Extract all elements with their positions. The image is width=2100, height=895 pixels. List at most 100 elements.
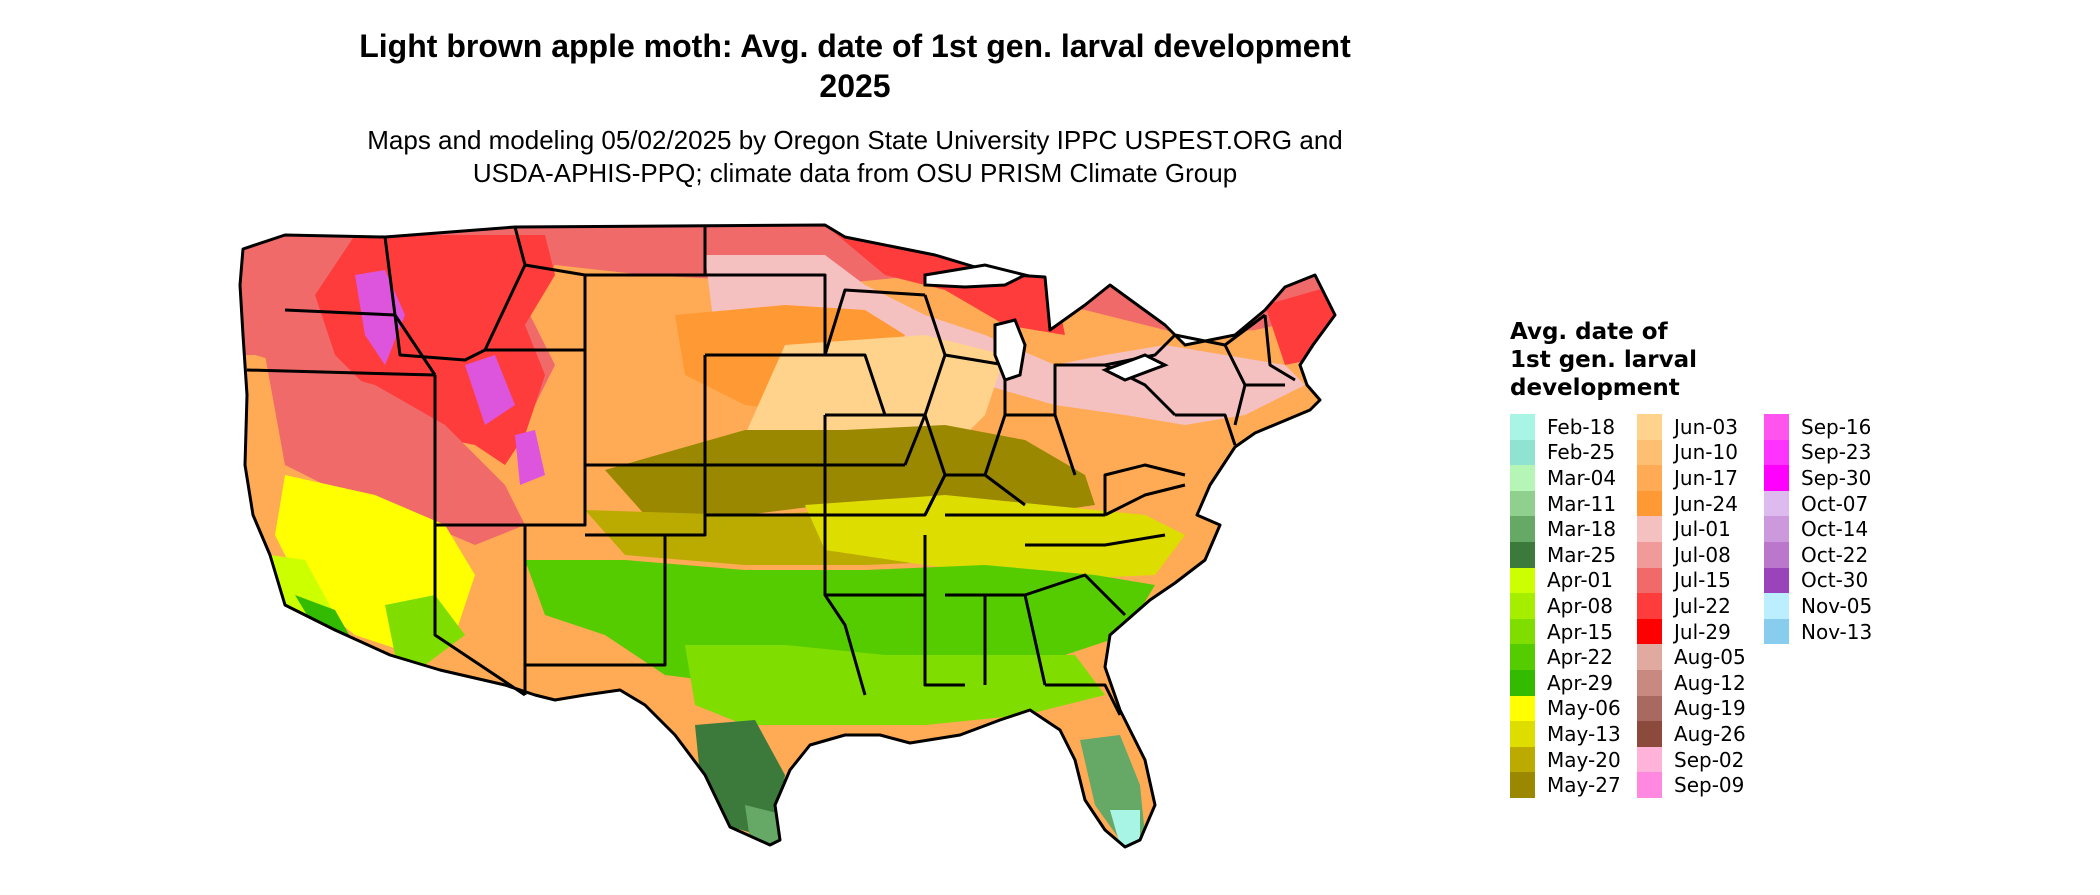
legend-entry: Jul-29 xyxy=(1637,618,1731,645)
legend-label: May-06 xyxy=(1547,696,1621,721)
legend-label: Aug-19 xyxy=(1674,696,1746,721)
great-lakes xyxy=(923,263,1169,382)
legend-label: Jun-17 xyxy=(1674,465,1738,490)
legend-swatch xyxy=(1764,465,1789,491)
legend-entry: Jun-24 xyxy=(1637,490,1738,517)
legend-items: Feb-18 Feb-25 Mar-04 Mar-11 Mar-18 Mar-25 Apr-… xyxy=(1510,414,1940,798)
legend-entry: Oct-07 xyxy=(1764,490,1869,517)
legend-entry: Aug-05 xyxy=(1637,644,1746,670)
legend-entry: Feb-18 xyxy=(1510,414,1615,440)
legend-swatch xyxy=(1510,542,1535,568)
legend-swatch xyxy=(1637,772,1662,798)
legend-swatch xyxy=(1637,721,1662,747)
legend-label: Nov-05 xyxy=(1801,593,1873,618)
legend-entry: Apr-22 xyxy=(1510,644,1613,670)
legend-label: Apr-22 xyxy=(1547,645,1613,670)
legend-label: Sep-16 xyxy=(1801,414,1872,439)
legend-label: May-27 xyxy=(1547,773,1621,798)
legend-title-line: development xyxy=(1510,375,1680,401)
map-title: Light brown apple moth: Avg. date of 1st… xyxy=(260,26,1450,106)
legend-title-line: Avg. date of xyxy=(1510,319,1668,345)
legend-label: Mar-25 xyxy=(1547,542,1617,567)
legend-label: Oct-07 xyxy=(1801,491,1869,516)
legend-entry: Nov-13 xyxy=(1764,618,1872,645)
legend-swatch xyxy=(1510,746,1535,773)
zone-gulf-green xyxy=(525,560,1155,685)
legend-swatch xyxy=(1637,746,1662,773)
legend-swatch xyxy=(1637,593,1662,619)
zone-northeast-pink xyxy=(705,255,1305,425)
legend-entry: Apr-08 xyxy=(1510,593,1613,619)
legend-swatch xyxy=(1637,542,1662,568)
legend-swatch xyxy=(1510,618,1535,645)
legend-entry: Jun-10 xyxy=(1637,439,1738,466)
legend-swatch xyxy=(1637,516,1662,542)
legend-entry: Sep-23 xyxy=(1764,439,1872,466)
legend-entry: Jun-17 xyxy=(1637,465,1738,491)
legend-swatch xyxy=(1510,567,1535,594)
legend-label: Mar-18 xyxy=(1547,517,1617,542)
legend-swatch xyxy=(1637,670,1662,696)
legend-entry: Mar-11 xyxy=(1510,490,1617,517)
legend-entry: May-27 xyxy=(1510,772,1621,798)
legend-entry: May-06 xyxy=(1510,695,1621,722)
legend-entry: Oct-22 xyxy=(1764,542,1868,568)
map-title-line1: Light brown apple moth: Avg. date of 1st… xyxy=(359,28,1351,64)
legend-swatch xyxy=(1510,414,1535,440)
legend-swatch xyxy=(1637,695,1662,722)
legend-swatch xyxy=(1637,618,1662,645)
legend-label: Mar-04 xyxy=(1547,465,1617,490)
legend-entry: Oct-14 xyxy=(1764,516,1868,542)
legend-swatch xyxy=(1637,490,1662,517)
legend-label: Aug-26 xyxy=(1674,721,1746,746)
legend-entry: Sep-30 xyxy=(1764,465,1871,491)
legend-entry: Oct-30 xyxy=(1764,567,1868,594)
legend-label: Aug-12 xyxy=(1674,670,1746,695)
legend-entry: Jun-03 xyxy=(1637,414,1738,440)
legend-label: Sep-23 xyxy=(1801,440,1872,465)
legend-swatch xyxy=(1764,490,1789,517)
legend-entry: Nov-05 xyxy=(1764,593,1872,619)
zone-southwest-red xyxy=(265,355,525,545)
legend-label: Oct-14 xyxy=(1801,517,1869,542)
legend-title-line: 1st gen. larval xyxy=(1510,347,1698,373)
legend-swatch xyxy=(1764,439,1789,466)
legend-entry: Feb-25 xyxy=(1510,439,1616,466)
map-subtitle-line2: USDA-APHIS-PPQ; climate data from OSU PR… xyxy=(472,158,1238,188)
legend-swatch xyxy=(1510,465,1535,491)
legend-swatch xyxy=(1764,516,1789,542)
legend-entry: Jul-22 xyxy=(1637,593,1731,619)
legend-entry: Mar-04 xyxy=(1510,465,1616,491)
legend-label: Sep-02 xyxy=(1674,747,1745,772)
legend-swatch xyxy=(1637,465,1662,491)
legend-entry: Mar-25 xyxy=(1510,542,1616,568)
legend-entry: Aug-12 xyxy=(1637,670,1746,696)
legend-swatch xyxy=(1637,439,1662,466)
legend-swatch xyxy=(1764,414,1789,440)
legend-swatch xyxy=(1510,516,1535,542)
lake-erie xyxy=(1101,353,1169,382)
legend: Avg. date of 1st gen. larval development… xyxy=(1510,318,1940,798)
map-title-line2: 2025 xyxy=(819,68,891,104)
zone-florida-tip xyxy=(1110,810,1140,845)
legend-label: May-13 xyxy=(1547,721,1621,746)
legend-swatch xyxy=(1510,644,1535,670)
legend-swatch xyxy=(1764,593,1789,619)
legend-label: Jul-01 xyxy=(1674,517,1731,542)
legend-label: Mar-11 xyxy=(1547,491,1617,516)
zone-rockies-magenta xyxy=(355,270,545,485)
legend-label: Feb-18 xyxy=(1547,414,1616,439)
zone-arizona-green xyxy=(385,595,465,665)
legend-entry: Jul-01 xyxy=(1637,516,1731,542)
legend-entry: Apr-15 xyxy=(1510,618,1613,645)
legend-label: Feb-25 xyxy=(1547,440,1616,465)
map-subtitle-line1: Maps and modeling 05/02/2025 by Oregon S… xyxy=(367,125,1343,155)
legend-entry: Sep-09 xyxy=(1637,772,1744,798)
legend-label: Jul-15 xyxy=(1674,568,1731,593)
legend-entry: Aug-19 xyxy=(1637,695,1746,722)
legend-swatch xyxy=(1510,593,1535,619)
legend-label: Jul-29 xyxy=(1674,619,1731,644)
legend-label: Sep-09 xyxy=(1674,773,1745,798)
legend-label: Jun-24 xyxy=(1674,491,1738,516)
legend-swatch xyxy=(1637,644,1662,670)
